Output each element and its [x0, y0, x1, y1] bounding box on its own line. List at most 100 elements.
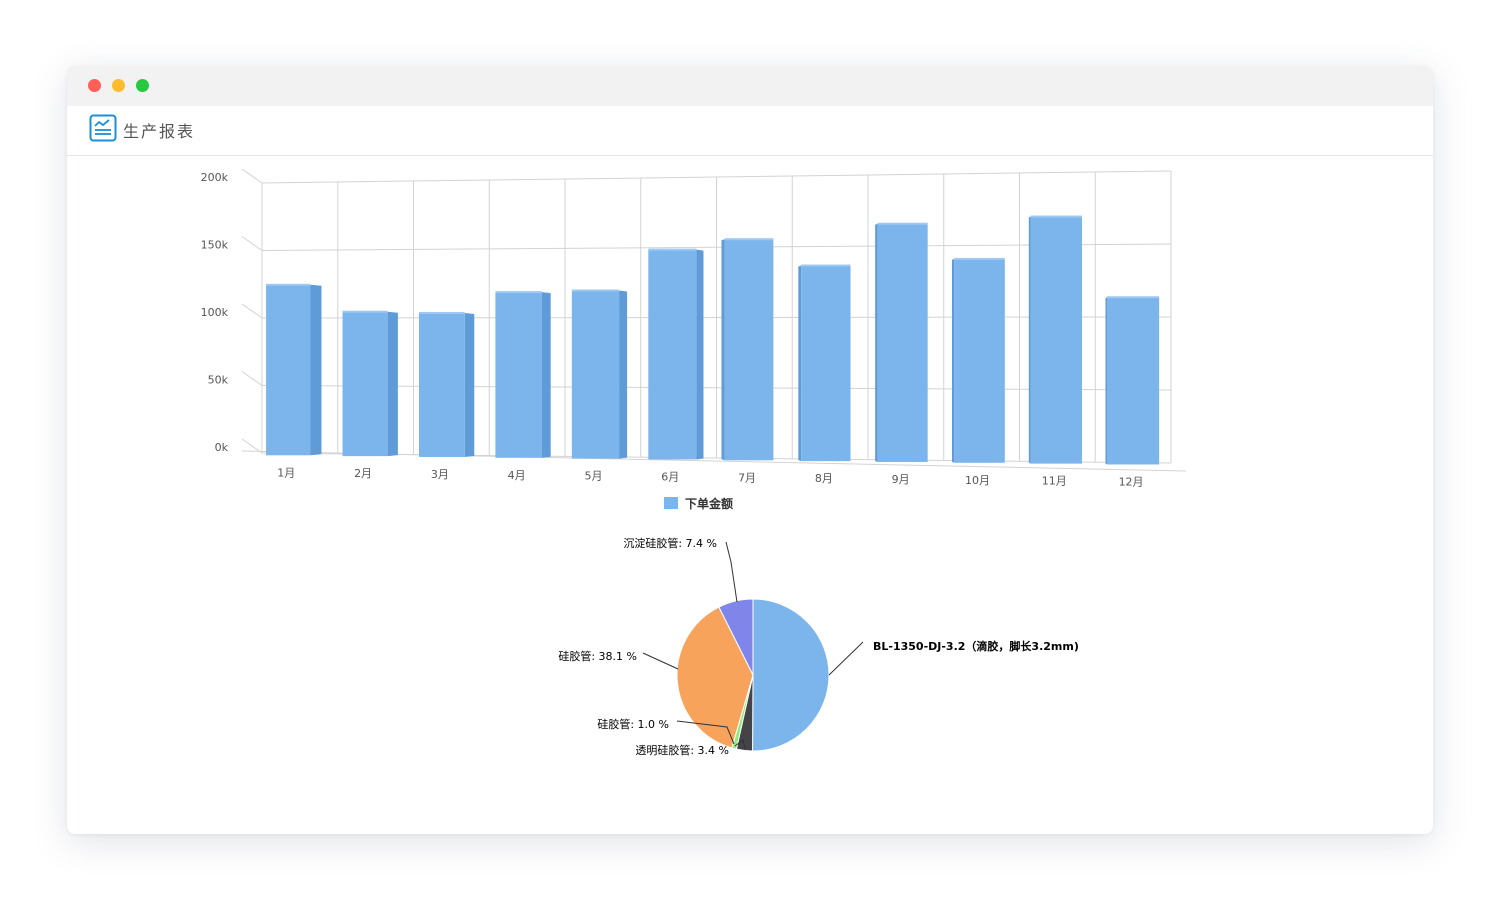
x-tick-label: 2月 [354, 467, 372, 480]
x-tick-label: 3月 [431, 468, 449, 481]
monthly-order-amount-bar-chart: 0k 50k 100k 150k 200k 1月 2月 3月 4月 5月 6月 7月 8月 9月 10月 11… [201, 168, 1187, 511]
bar-top-face [801, 264, 851, 267]
bar-legend: 下单金额 [664, 496, 733, 511]
bar-4 [495, 291, 551, 458]
bar-9 [875, 222, 928, 462]
y-tick-label: 50k [208, 374, 229, 387]
x-tick-label: 1月 [277, 466, 295, 479]
bar-top-face [571, 289, 620, 292]
x-tick-label: 9月 [892, 473, 910, 486]
pie-slice-label: 沉淀硅胶管: 7.4 % [623, 536, 717, 550]
bar-top-face [1107, 296, 1160, 299]
bar-12 [1105, 296, 1160, 465]
pie-slices [676, 598, 830, 752]
y-tick-label: 150k [201, 239, 229, 252]
bar-side-face [387, 311, 398, 457]
legend-swatch [664, 497, 678, 509]
pie-label-connector [734, 739, 746, 749]
bar-side-face [875, 223, 878, 462]
bar-side-face [310, 284, 322, 456]
y-tick-label: 200k [201, 171, 229, 184]
x-tick-label: 5月 [584, 470, 602, 483]
close-window-button[interactable] [88, 79, 101, 92]
bar-top-face [266, 283, 311, 286]
x-tick-label: 10月 [965, 474, 990, 487]
bar-front-face [418, 312, 465, 457]
pie-label-connector [828, 641, 864, 676]
pie-slice-label: 硅胶管: 1.0 % [597, 717, 669, 731]
pie-label-connector [642, 652, 679, 670]
bar-2 [342, 310, 398, 457]
bar-top-face [342, 310, 388, 313]
bar-front-face [724, 239, 774, 461]
pie-slice-4 [676, 606, 754, 749]
bar-11 [1028, 215, 1082, 464]
x-tick-label: 12月 [1119, 475, 1144, 488]
report-chart-icon [89, 114, 117, 142]
bar-side-face [951, 258, 955, 463]
y-gridline-side [241, 371, 263, 386]
minimize-window-button[interactable] [112, 79, 125, 92]
y-gridline-side [241, 236, 263, 251]
bar-6 [648, 248, 704, 460]
title-bar [67, 66, 1433, 106]
pie-slice-label: 透明硅胶管: 3.4 % [635, 743, 729, 757]
bar-side-face [721, 239, 725, 461]
bar-front-face [1030, 216, 1082, 464]
bar-8 [798, 264, 851, 462]
bar-side-face [1105, 297, 1108, 465]
page-title: 生产报表 [123, 122, 196, 141]
report-window: 生产报表 0k 50k 100k 150k 200k 1月 2月 3月 4月 5月 6月 7月 8月 9月… [67, 66, 1433, 834]
maximize-window-button[interactable] [136, 79, 149, 92]
legend-label: 下单金额 [685, 496, 733, 511]
bar-top-face [495, 291, 542, 294]
pie-label-connector [725, 541, 738, 603]
product-share-pie-chart: BL-1350-DJ-3.2（滴胶，脚长3.2mm) 透明硅胶管: 3.4 % 硅胶… [558, 536, 1079, 757]
bar-series [266, 215, 1160, 465]
bar-top-face [418, 311, 465, 314]
bar-side-face [1028, 216, 1031, 464]
bar-1 [266, 283, 322, 456]
x-tick-label: 7月 [738, 471, 756, 484]
bar-front-face [877, 223, 928, 462]
x-tick-label: 4月 [508, 469, 526, 482]
pie-slice-5 [718, 598, 754, 676]
bar-front-face [801, 265, 851, 462]
bar-top-face [648, 248, 697, 251]
pie-slice-label: BL-1350-DJ-3.2（滴胶，脚长3.2mm) [873, 639, 1079, 653]
bar-front-face [266, 284, 311, 456]
y-gridline-side [241, 438, 263, 454]
bar-top-face [1030, 215, 1082, 218]
bar-3 [418, 311, 475, 457]
bar-5 [571, 289, 628, 459]
bar-side-face [541, 292, 551, 458]
y-tick-label: 0k [215, 441, 229, 454]
floor-edge [241, 450, 1187, 472]
bar-front-face [342, 311, 388, 457]
y-gridline-side [241, 168, 263, 184]
bar-top-face [954, 257, 1005, 260]
x-tick-label: 8月 [815, 472, 833, 485]
pie-label-connector [676, 720, 735, 745]
charts-container: 0k 50k 100k 150k 200k 1月 2月 3月 4月 5月 6月 7月 8月 9月 10月 11… [67, 156, 1433, 834]
bar-front-face [648, 249, 697, 460]
bar-chart-grid [241, 168, 1187, 472]
pie-labels: BL-1350-DJ-3.2（滴胶，脚长3.2mm) 透明硅胶管: 3.4 % 硅胶… [558, 536, 1079, 757]
bar-front-face [1107, 297, 1160, 465]
y-gridline-side [241, 303, 263, 319]
bar-10 [951, 257, 1005, 463]
bar-side-face [798, 265, 802, 462]
y-tick-label: 100k [201, 306, 229, 319]
bar-front-face [571, 290, 620, 459]
bar-top-face [877, 222, 928, 225]
bar-side-face [464, 312, 475, 457]
bar-side-face [619, 290, 628, 459]
x-tick-label: 11月 [1042, 475, 1067, 488]
page-header: 生产报表 [67, 106, 1433, 156]
bar-front-face [495, 292, 542, 458]
pie-slice-1 [752, 598, 830, 752]
bar-front-face [954, 258, 1005, 463]
bar-7 [721, 238, 774, 461]
bar-side-face [696, 249, 704, 460]
pie-slice-label: 硅胶管: 38.1 % [558, 649, 637, 663]
